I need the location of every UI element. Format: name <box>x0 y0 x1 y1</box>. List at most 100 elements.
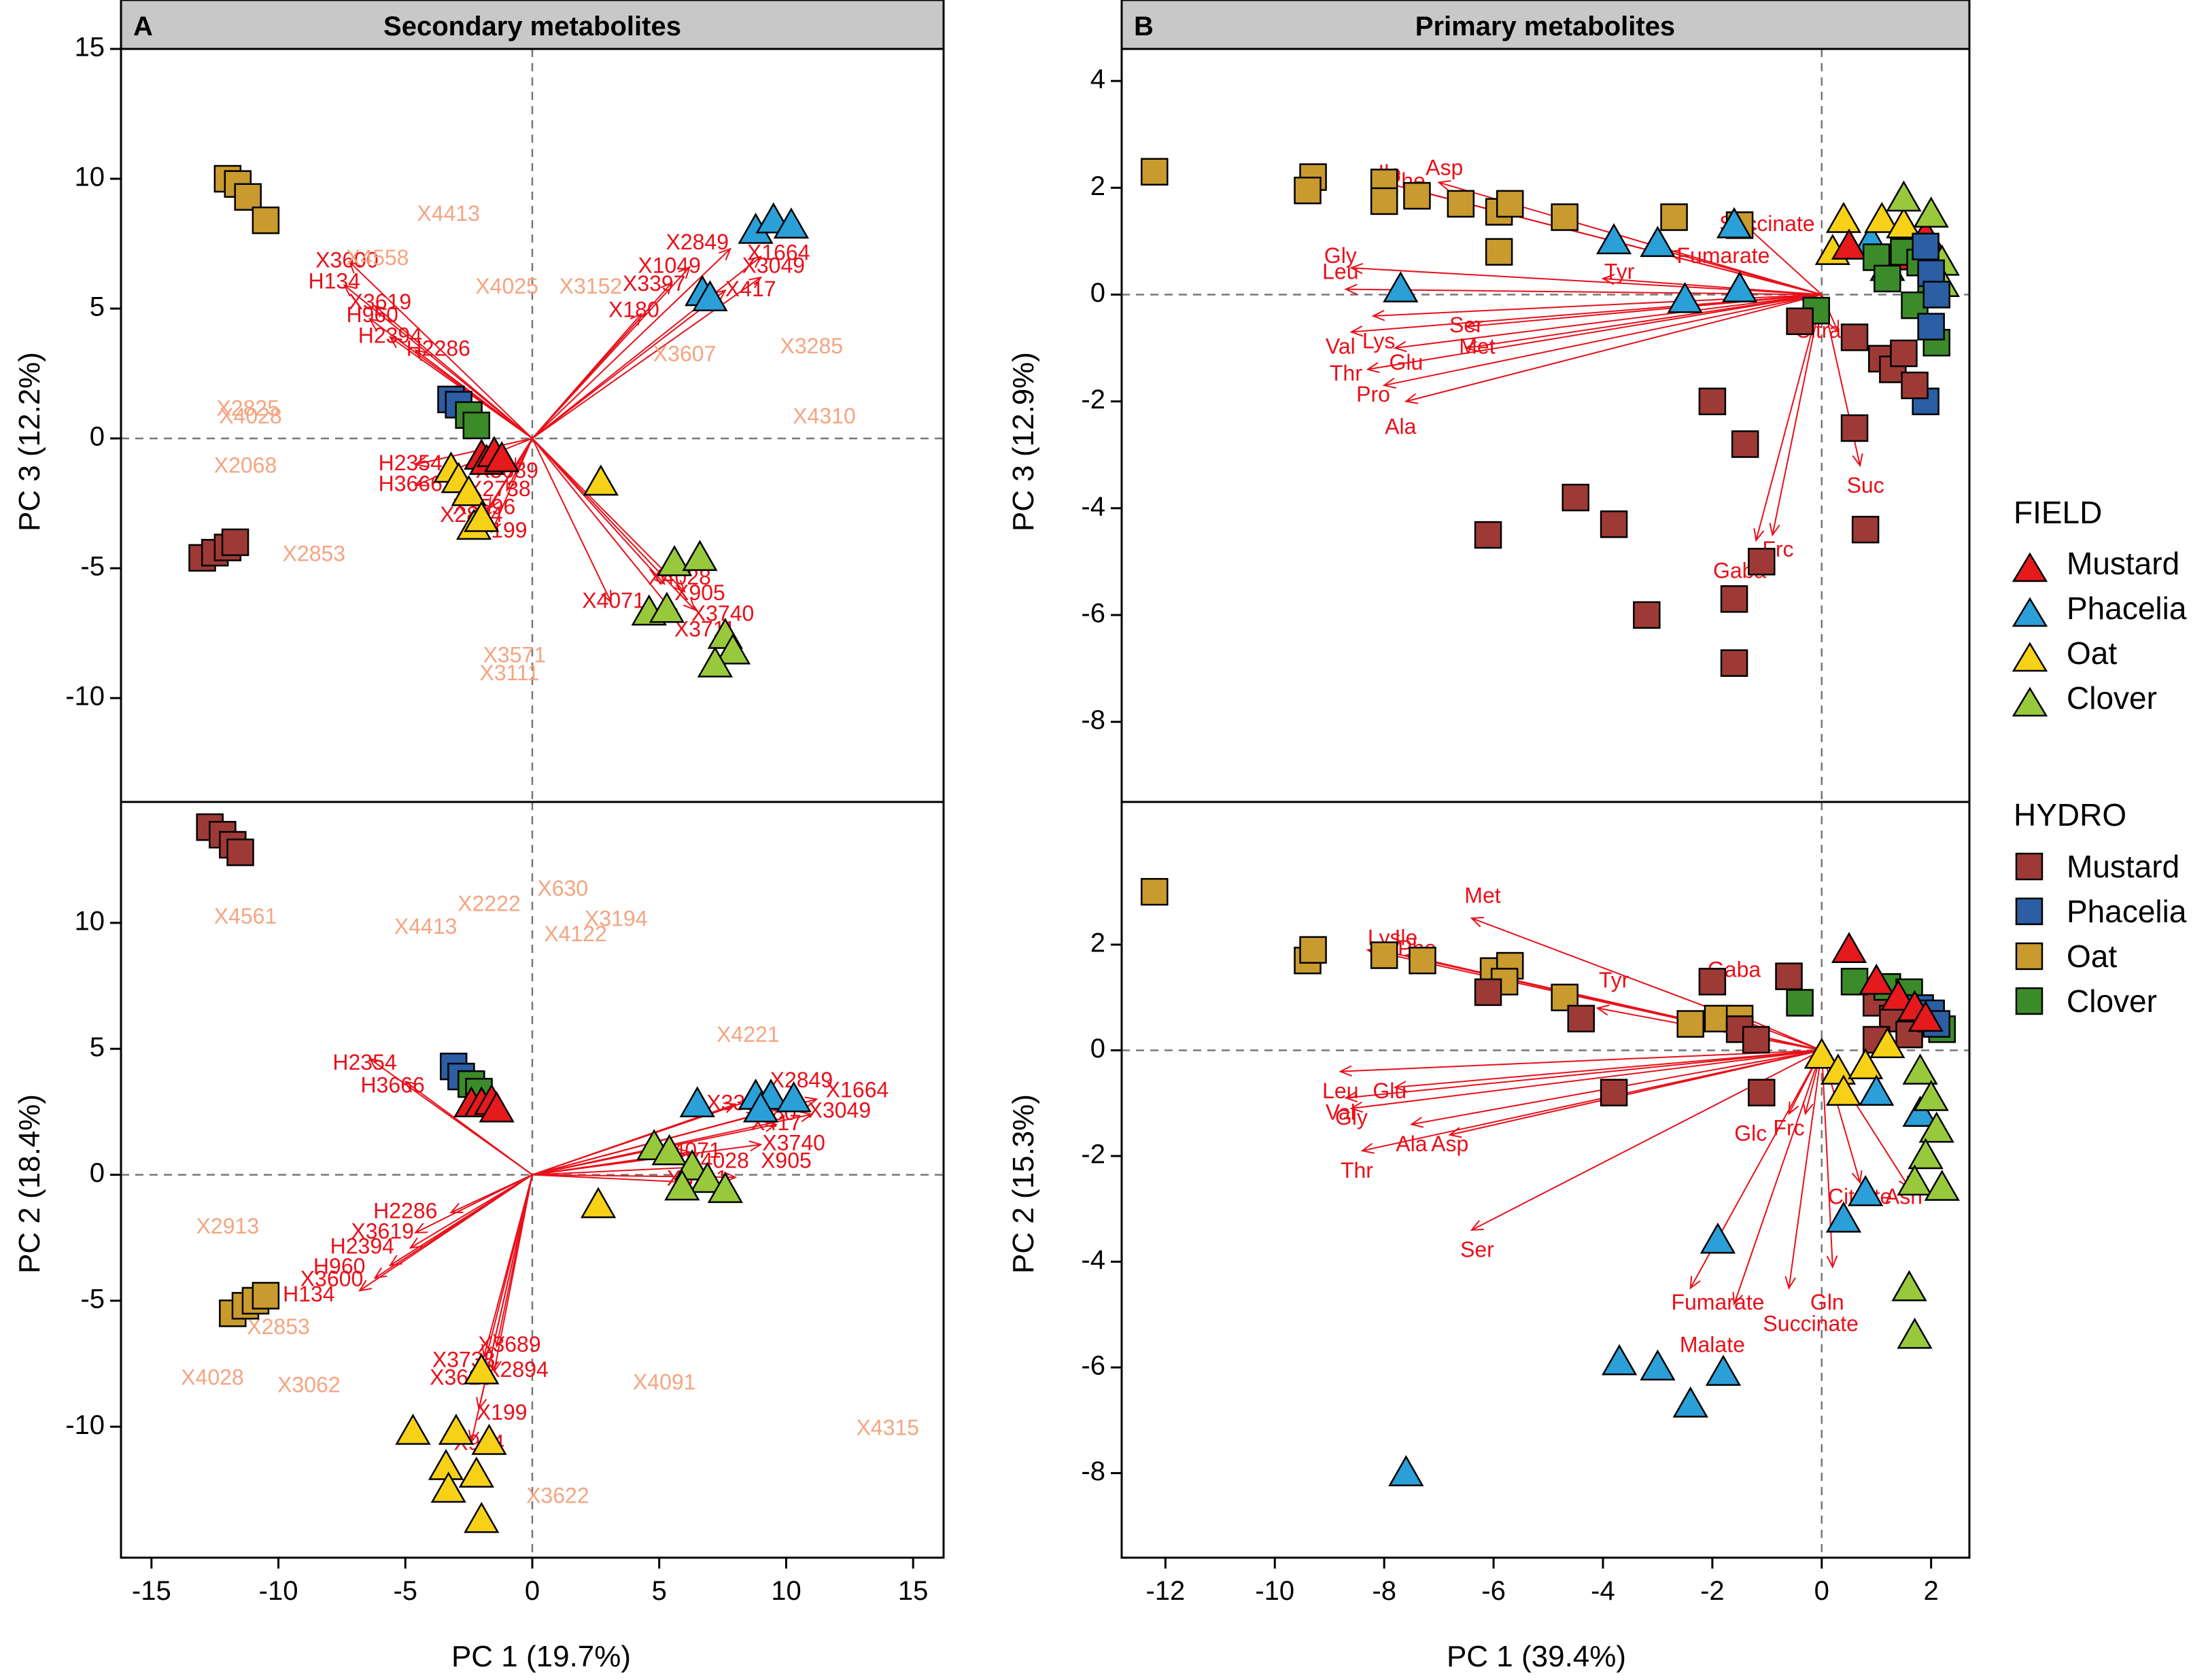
loading-label-x3049: X3049 <box>808 1098 872 1122</box>
sample-point-field-phacelia <box>1721 271 1758 302</box>
loading-label-glu: Glu <box>1373 1079 1407 1103</box>
loading-label-x2825: X2825 <box>216 396 279 421</box>
sample-point-field-phacelia <box>1859 1074 1895 1106</box>
loading-label-x2913: X2913 <box>196 1214 260 1238</box>
loading-vector-leu <box>1340 1049 1822 1072</box>
sample-point-hydro-mustard <box>1840 414 1869 442</box>
legend-field-phacelia: Phacelia <box>2012 591 2187 627</box>
loading-arrowhead-x3738 <box>481 1344 493 1358</box>
sample-point-field-oat <box>583 464 619 496</box>
y-tick-label: 2 <box>1090 171 1105 201</box>
legend-field-phacelia-label: Phacelia <box>2067 591 2187 626</box>
loading-arrowhead-x180 <box>629 312 643 326</box>
sample-point-field-oat <box>464 1501 500 1533</box>
loading-label-thr: Thr <box>1341 1158 1373 1183</box>
loading-label-x2849: X2849 <box>666 230 729 254</box>
sample-point-field-mustard <box>479 1091 515 1123</box>
loading-label-h960: H960 <box>313 1254 366 1278</box>
panel-frame <box>1120 801 1971 1559</box>
loading-label-x3152: X3152 <box>559 274 623 298</box>
panel-a-letter: A <box>133 12 153 41</box>
loading-vector-x180 <box>532 1113 759 1176</box>
legend-hydro-title: HYDRO <box>2014 797 2126 833</box>
loading-vector-thr <box>1367 294 1822 370</box>
loading-label-x4122: X4122 <box>544 922 607 946</box>
sample-point-field-oat <box>1804 1037 1840 1069</box>
loading-label-val: Val <box>1326 1100 1356 1124</box>
loading-label-ala: Ala <box>1396 1132 1427 1156</box>
loading-arrowhead-gaba <box>1753 528 1765 542</box>
sample-point-hydro-mustard <box>1775 962 1803 990</box>
loading-arrowhead-thr <box>1366 362 1380 374</box>
loading-arrowhead-ser <box>1470 1220 1484 1231</box>
sample-point-hydro-oat <box>1447 190 1475 218</box>
loading-arrowhead-x3619 <box>414 1223 428 1233</box>
sample-point-hydro-oat <box>1141 877 1169 906</box>
loading-label-h3666: H3666 <box>379 471 443 495</box>
sample-point-hydro-oat <box>234 183 262 211</box>
loading-label-x4558: X4558 <box>346 245 409 270</box>
loading-arrowhead-h2354 <box>368 1057 382 1070</box>
loading-arrowhead-fumarate <box>1689 1276 1701 1290</box>
sample-point-field-oat <box>458 1456 494 1488</box>
loading-vector-succinate <box>1744 224 1823 296</box>
loading-label-x180: X180 <box>608 297 659 321</box>
sample-point-field-clover <box>1891 1270 1927 1301</box>
sample-point-field-phacelia <box>1388 1455 1424 1486</box>
loading-arrowhead-x3740 <box>683 597 696 612</box>
loading-label-x2068: X2068 <box>214 453 277 478</box>
sample-point-field-clover <box>697 646 734 678</box>
loading-arrowhead-val <box>1349 325 1364 337</box>
legend-hydro-clover: Clover <box>2015 983 2157 1019</box>
sample-point-field-oat <box>1825 201 1862 233</box>
legend-field-phacelia-marker <box>2012 597 2048 627</box>
loading-label-h134: H134 <box>283 1282 335 1306</box>
loading-arrowhead-suc <box>1852 453 1863 468</box>
sample-point-hydro-mustard <box>1720 649 1748 677</box>
panel-a-strip-bg <box>120 0 945 50</box>
loading-vector-x4028 <box>532 438 665 584</box>
loading-arrowhead-h2394 <box>388 336 402 349</box>
sample-point-hydro-mustard <box>1742 1026 1770 1054</box>
loading-label-x4310: X4310 <box>793 404 856 428</box>
y-tick-label: -5 <box>80 1284 105 1314</box>
loading-arrowhead-tyr <box>1601 273 1615 285</box>
y-tick-label: 0 <box>90 1158 105 1188</box>
panel-a-title: Secondary metabolites <box>383 12 681 41</box>
loading-arrowhead-h3666 <box>404 1080 418 1093</box>
sample-point-field-phacelia <box>742 1091 779 1123</box>
y-tick-label: 2 <box>1090 928 1105 958</box>
loading-arrowhead-succinate <box>1784 1276 1796 1290</box>
loading-label-x3619: X3619 <box>351 1219 414 1243</box>
loading-arrowhead-glu <box>1393 340 1407 353</box>
loading-label-x3194: X3194 <box>585 907 648 931</box>
sample-point-field-phacelia <box>692 280 728 312</box>
loading-label-x4025: X4025 <box>475 274 538 298</box>
loading-label-gly: Gly <box>1324 243 1357 268</box>
loading-vector-x3711 <box>532 1174 690 1183</box>
y-tick-label: -2 <box>1081 1140 1105 1170</box>
legend-field-title: FIELD <box>2014 495 2102 530</box>
y-tick-label: -5 <box>80 552 105 582</box>
loading-label-x4091: X4091 <box>633 1370 696 1395</box>
loading-vector-h134 <box>359 1174 533 1291</box>
legend-hydro-clover-label: Clover <box>2067 983 2157 1019</box>
loading-vector-x2894 <box>481 438 533 520</box>
loading-label-x3285: X3285 <box>780 334 844 358</box>
sample-point-field-clover <box>1908 1138 1944 1170</box>
loading-label-tyr: Tyr <box>1604 259 1635 283</box>
x-tick-label: -10 <box>259 1576 298 1606</box>
x-tick-label: -2 <box>1700 1576 1725 1606</box>
loading-label-asp: Asp <box>1431 1132 1468 1156</box>
y-tick-label: -4 <box>1081 1245 1105 1275</box>
plot-primary-pc1-pc3: IlePheAspSuccinateFumarateGlyLeuTyrSerLy… <box>1081 48 1971 803</box>
loading-label-x3062: X3062 <box>277 1372 341 1397</box>
sample-point-field-oat <box>1825 1074 1862 1106</box>
loading-label-h2394: H2394 <box>358 323 422 348</box>
sample-point-field-clover <box>664 1169 700 1201</box>
sample-point-field-mustard <box>1859 963 1895 995</box>
sample-point-hydro-oat <box>252 1282 280 1310</box>
loading-label-x2849: X2849 <box>770 1068 833 1092</box>
plot-area: X2849X1664X3397X3049X180X417X3740X4071X4… <box>121 802 944 1558</box>
loading-label-h960: H960 <box>346 302 398 327</box>
